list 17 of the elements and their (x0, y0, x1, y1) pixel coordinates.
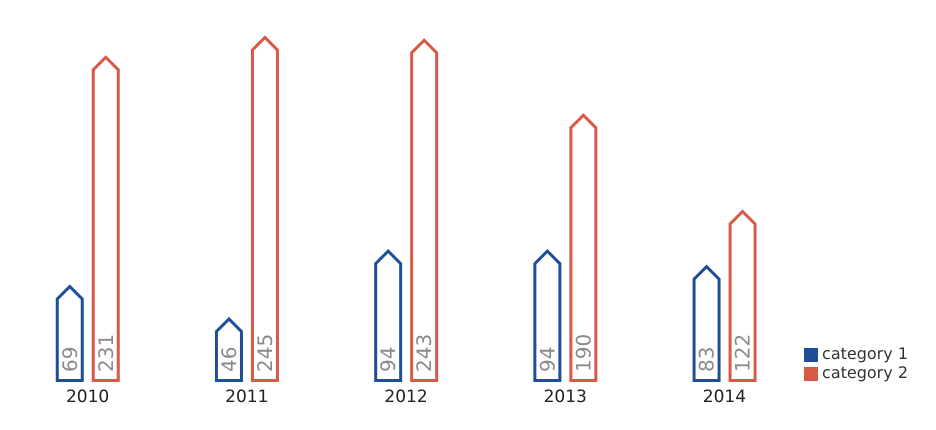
data-label: 245 (252, 334, 277, 372)
data-label: 69 (58, 346, 82, 372)
data-label: 243 (412, 334, 436, 372)
x-tick-label: 2014 (702, 387, 746, 408)
data-label: 231 (94, 334, 118, 372)
x-tick-label: 2013 (544, 387, 587, 408)
data-label: 94 (376, 346, 400, 372)
x-tick-label: 2012 (384, 387, 428, 408)
x-tick-label: 2011 (225, 387, 268, 408)
data-label: 46 (216, 346, 241, 372)
data-label: 94 (535, 346, 560, 372)
data-label: 83 (694, 346, 719, 372)
data-label: 122 (730, 334, 755, 372)
x-tick-label: 2010 (66, 387, 110, 408)
data-label: 190 (571, 334, 596, 372)
legend-label: category 2 (822, 363, 908, 382)
legend-label: category 1 (822, 344, 908, 363)
